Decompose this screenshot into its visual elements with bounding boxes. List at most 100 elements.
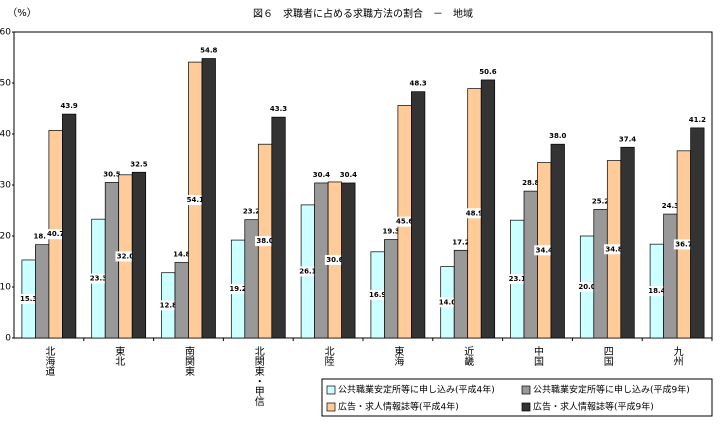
x-tick-label: 四国	[601, 346, 613, 367]
value-label: 14.0	[439, 298, 456, 306]
value-label-bg	[507, 274, 528, 285]
value-label-bg	[185, 195, 206, 206]
bar	[690, 127, 705, 339]
legend-label: 公共職業安定所等に申し込み(平成4年)	[338, 384, 495, 396]
value-label: 32.0	[117, 252, 134, 260]
value-label: 18.4	[648, 287, 665, 295]
value-label-bg	[381, 226, 402, 237]
value-label: 30.4	[340, 171, 357, 179]
value-label: 25.2	[592, 197, 609, 205]
value-label: 14.8	[173, 251, 190, 259]
value-label: 43.3	[270, 105, 287, 113]
value-label-bg	[158, 300, 179, 311]
value-label-bg	[520, 178, 541, 189]
bar	[35, 244, 50, 339]
value-label-bg	[577, 282, 598, 292]
value-label-bg	[268, 104, 289, 115]
y-tick-label: 20	[0, 232, 11, 242]
y-tick-label: 0	[5, 334, 11, 344]
y-tick-label: 10	[0, 283, 11, 293]
value-label: 36.7	[675, 240, 692, 248]
legend-swatch	[326, 402, 336, 412]
bar	[201, 58, 216, 339]
legend-swatch	[521, 385, 531, 395]
y-tick-label: 40	[0, 130, 11, 140]
value-label: 38.0	[549, 132, 566, 140]
value-label-bg	[646, 286, 667, 297]
value-label: 17.2	[452, 238, 469, 246]
x-tick-label: 九州	[671, 346, 683, 366]
legend-box	[321, 378, 713, 417]
value-label-bg	[59, 101, 80, 112]
value-label-bg	[604, 244, 625, 255]
value-label: 48.3	[410, 80, 427, 88]
legend-label: 広告・求人情報誌等(平成9年)	[533, 401, 654, 413]
y-tick-label: 30	[0, 181, 11, 191]
legend-swatch	[521, 402, 531, 412]
x-tick-label: 東北	[113, 345, 125, 366]
value-label-bg	[241, 206, 262, 217]
value-label: 48.9	[466, 209, 483, 217]
value-label: 37.4	[619, 135, 636, 143]
x-tick-label: 近畿	[462, 345, 474, 367]
value-label: 34.8	[605, 245, 622, 253]
value-label-bg	[297, 266, 318, 277]
value-label-bg	[464, 208, 485, 219]
value-label-bg	[367, 289, 388, 300]
value-label: 15.3	[20, 295, 37, 303]
value-label-bg	[450, 237, 471, 248]
value-label-bg	[338, 169, 359, 180]
chart-title: 図６ 求職者に占める求職方法の割合 － 地域	[253, 7, 473, 20]
bar	[593, 209, 608, 339]
value-label: 38.0	[256, 237, 273, 245]
value-label-bg	[547, 131, 568, 142]
value-label-bg	[115, 251, 136, 262]
value-label: 28.8	[522, 179, 539, 187]
value-label: 23.3	[90, 275, 107, 283]
value-label-bg	[88, 273, 109, 284]
value-label-bg	[171, 249, 192, 260]
value-label-bg	[660, 201, 681, 212]
bar	[523, 190, 538, 339]
bar	[453, 249, 469, 339]
value-label-bg	[394, 216, 415, 227]
value-label: 19.2	[229, 285, 246, 293]
bar	[271, 116, 286, 339]
bar	[480, 79, 496, 339]
x-tick-label: 北関東・甲信	[252, 346, 264, 407]
value-label: 23.2	[243, 208, 260, 216]
bar	[550, 143, 565, 339]
x-tick-label: 東海	[392, 345, 404, 367]
value-label: 26.1	[299, 267, 316, 275]
value-label: 54.8	[200, 47, 217, 55]
value-label: 45.6	[396, 218, 413, 226]
bar	[620, 146, 635, 339]
value-label-bg	[437, 297, 458, 308]
value-label-bg	[255, 236, 276, 247]
value-label-bg	[324, 254, 345, 265]
value-label: 40.7	[47, 230, 64, 238]
value-label: 16.9	[369, 291, 386, 299]
value-label: 19.3	[383, 228, 400, 236]
value-label-bg	[534, 245, 555, 256]
value-label: 20.0	[578, 283, 595, 291]
value-label: 54.1	[187, 196, 204, 204]
value-label: 50.6	[479, 68, 496, 76]
value-label: 12.8	[160, 301, 177, 309]
bar	[341, 182, 356, 339]
value-label-bg	[590, 196, 611, 207]
x-tick-label: 北陸	[322, 346, 334, 366]
y-tick-label: 50	[0, 79, 11, 89]
x-tick-label: 中国	[532, 345, 544, 367]
value-label-bg	[228, 284, 249, 295]
value-label-bg	[477, 66, 498, 77]
legend-label: 公共職業安定所等に申し込み(平成9年)	[533, 384, 690, 396]
bar	[174, 262, 189, 339]
value-label-bg	[198, 45, 219, 56]
value-label-bg	[408, 78, 429, 89]
bar	[131, 171, 147, 339]
value-label-bg	[32, 231, 53, 242]
legend-swatch	[326, 385, 336, 395]
value-label-bg	[18, 293, 39, 304]
